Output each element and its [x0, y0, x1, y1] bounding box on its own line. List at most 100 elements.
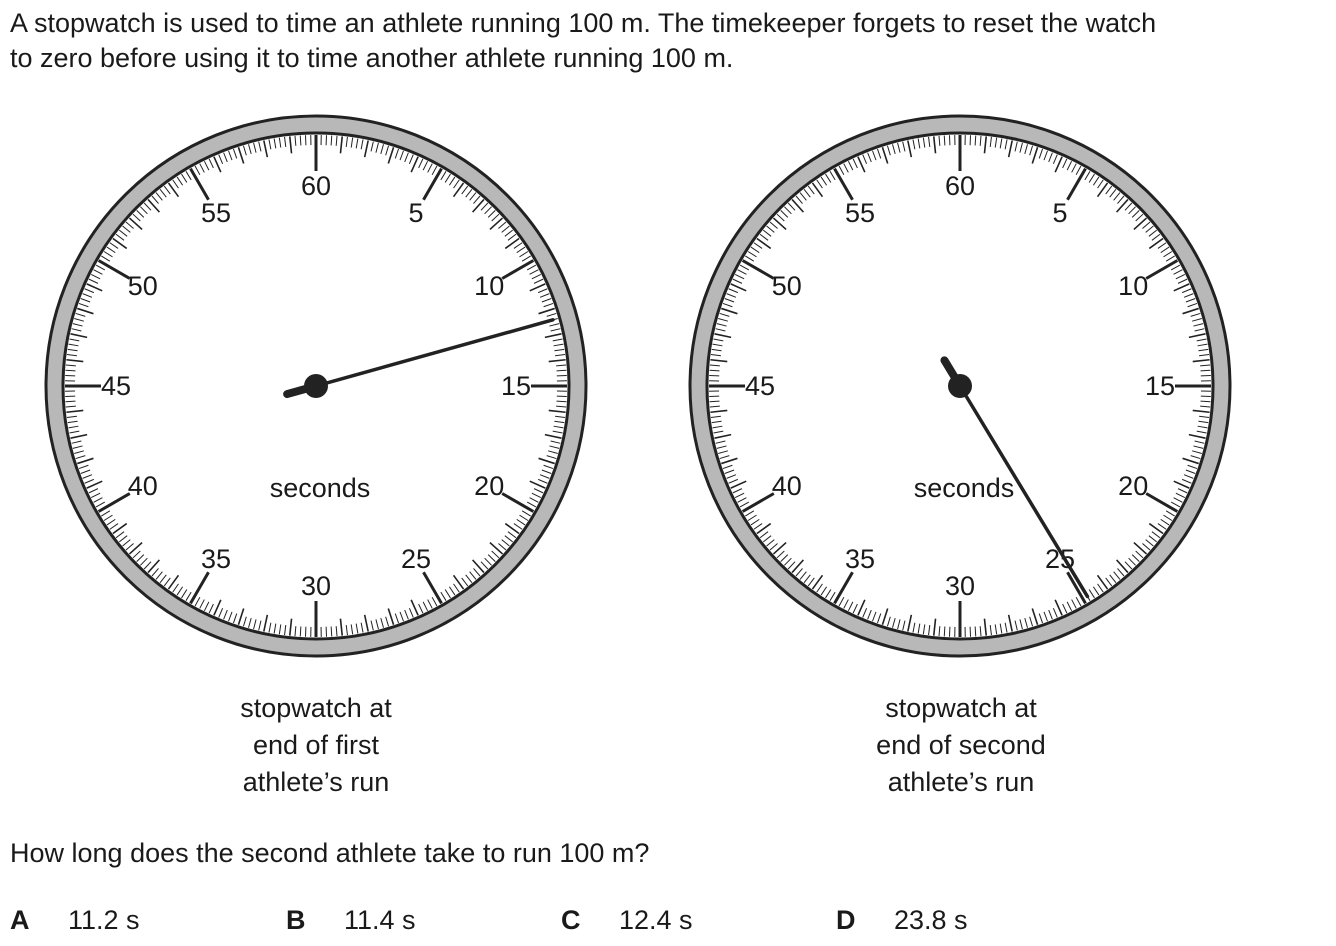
dial-tick — [1173, 497, 1183, 503]
dial-tick — [422, 160, 429, 171]
dial-tick — [1043, 150, 1048, 161]
dial-tick — [78, 464, 89, 470]
dial-tick — [1170, 264, 1181, 271]
dial-tick — [1071, 163, 1077, 173]
dial-tick — [422, 167, 443, 201]
dial-tick — [1199, 354, 1210, 357]
dial-tick — [556, 364, 567, 367]
dial-tick — [461, 185, 469, 195]
option-b[interactable]: B 11.4 s — [286, 902, 416, 938]
dial-tick — [732, 278, 743, 284]
dial-tick — [728, 478, 739, 484]
dial-tick — [737, 269, 747, 275]
option-a[interactable]: A 11.2 s — [10, 902, 140, 938]
dial-tick — [163, 577, 171, 587]
dial-tick — [422, 601, 429, 612]
dial-tick — [106, 246, 116, 254]
dial-tick — [1092, 176, 1100, 186]
dial-tick — [979, 626, 982, 637]
dial-tick — [65, 405, 76, 408]
dial-tick — [816, 583, 823, 593]
dial-tick — [776, 213, 785, 222]
dial-tick — [72, 445, 83, 449]
stopwatch-hand — [958, 384, 1090, 599]
dial-tick — [223, 609, 228, 620]
dial-tick — [1197, 343, 1208, 347]
dial-tick — [843, 163, 849, 173]
dial-tick — [544, 333, 562, 339]
dial-tick — [713, 338, 724, 342]
dial-tick — [263, 614, 269, 632]
option-c[interactable]: C 12.4 s — [561, 902, 693, 938]
dial-tick — [258, 141, 262, 152]
dial-tick — [1029, 145, 1034, 156]
dial-tick — [787, 561, 796, 570]
dial-tick — [345, 625, 348, 636]
dial-tick — [516, 518, 526, 526]
dial-tick — [1038, 613, 1044, 624]
dial-tick — [541, 469, 552, 474]
dial-tick — [711, 420, 722, 424]
dial-tick — [471, 198, 485, 213]
dial-tick — [529, 497, 539, 503]
dial-number: 20 — [474, 471, 504, 501]
dial-tick — [330, 135, 333, 146]
dial-tick — [553, 425, 564, 429]
dial-tick — [242, 145, 247, 156]
dial-tick — [66, 409, 84, 414]
dial-tick — [106, 518, 116, 526]
dial-tick — [747, 514, 757, 521]
dial-tick — [833, 167, 854, 201]
dial-tick — [1133, 217, 1148, 231]
dial-tick — [1148, 229, 1158, 237]
option-d[interactable]: D 23.8 s — [836, 902, 968, 938]
dial-tick — [1048, 609, 1053, 620]
dial-tick — [549, 323, 560, 327]
dial-tick — [1075, 165, 1082, 176]
dial-tick — [872, 611, 877, 622]
dial-tick — [999, 138, 1003, 149]
dial-tick — [791, 559, 805, 574]
dial-tick — [776, 550, 785, 559]
dial-tick — [1054, 156, 1063, 173]
dial-tick — [745, 255, 755, 262]
dial-tick — [1198, 348, 1209, 352]
dial-tick — [199, 163, 205, 173]
dial-tick — [1198, 420, 1209, 424]
dial-tick — [513, 242, 523, 249]
dial-tick — [103, 251, 113, 258]
dial-tick — [1066, 601, 1073, 612]
dial-tick — [1128, 557, 1136, 566]
dial-tick — [816, 179, 823, 189]
dial-tick — [766, 225, 775, 233]
dial-tick — [404, 152, 409, 163]
dial-tick — [710, 358, 728, 363]
dial-tick — [143, 561, 152, 570]
dial-tick — [469, 571, 477, 580]
dial-tick — [491, 213, 500, 222]
dial-tick — [189, 571, 210, 605]
stopwatch-dial-first: 60 5 10 15 20 25 30 35 40 45 50 55 seconds — [44, 114, 588, 658]
dial-tick — [1196, 338, 1207, 342]
dial-tick — [1066, 160, 1073, 171]
dial-tick — [1187, 302, 1198, 308]
dial-tick — [1192, 358, 1210, 363]
dial-tick — [1185, 469, 1196, 474]
dial-tick — [556, 400, 567, 403]
dial-number: 30 — [301, 571, 331, 601]
dial-tick — [418, 158, 424, 169]
dial-tick — [897, 142, 901, 153]
dial-tick — [70, 433, 88, 439]
dial-tick — [410, 599, 419, 616]
dial-tick — [237, 608, 245, 625]
dial-tick — [155, 571, 163, 580]
dial-tick — [504, 535, 514, 543]
dial-tick — [370, 620, 374, 631]
dial-number: 55 — [845, 198, 875, 228]
dial-tick — [867, 609, 872, 620]
dial-tick — [1187, 464, 1198, 470]
dial-number: 5 — [1052, 198, 1067, 228]
dial-tick — [1014, 620, 1018, 631]
dial-tick — [65, 369, 76, 372]
dial-tick — [1148, 237, 1164, 250]
